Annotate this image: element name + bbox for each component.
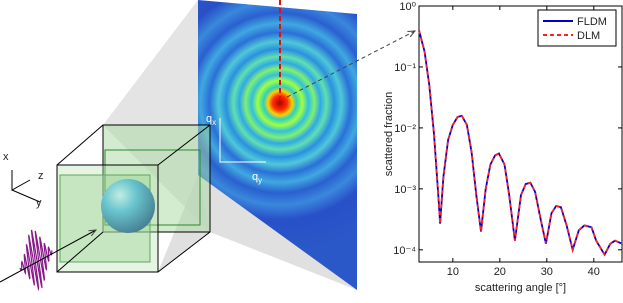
legend-label: DLM [577,30,600,42]
y-tick-label: 10⁻² [394,123,416,135]
y-tick-label: 10⁰ [399,1,416,13]
series-line [418,30,623,257]
chart: 10⁻⁴ 10⁻³ 10⁻² 10⁻¹ 10⁰ 10 20 30 40 scattering an… [383,1,623,294]
x-tick-label: 20 [494,266,506,278]
y-tick-label: 10⁻¹ [394,62,416,74]
incident-arrow [0,230,96,283]
axis-label: x [3,151,9,163]
axis-label: y [36,197,42,209]
y-tick-label: 10⁻³ [394,184,416,196]
x-axis-label: scattering angle [°] [475,282,566,294]
detector [198,0,357,290]
legend-box [537,9,617,47]
x-tick-label: 10 [447,266,459,278]
plot-area [418,5,623,263]
y-axis-label: scattered fraction [383,92,395,176]
cube-edges [56,124,211,273]
cube-front [56,164,159,273]
x-tick-label: 30 [541,266,553,278]
sphere [101,179,155,233]
x-tick-label: 40 [588,266,600,278]
y-tick-label: 10⁻⁴ [393,245,416,257]
wave [19,229,53,292]
axes-triad [11,170,41,203]
detector-axes [219,118,266,163]
axis-label: z [38,170,44,182]
legend-label: FLDM [577,16,607,28]
pointer-arrow [286,31,415,98]
qx-label: qx [206,113,216,127]
diagram: qx qy x z y [0,0,415,292]
qy-label: qy [252,171,262,185]
